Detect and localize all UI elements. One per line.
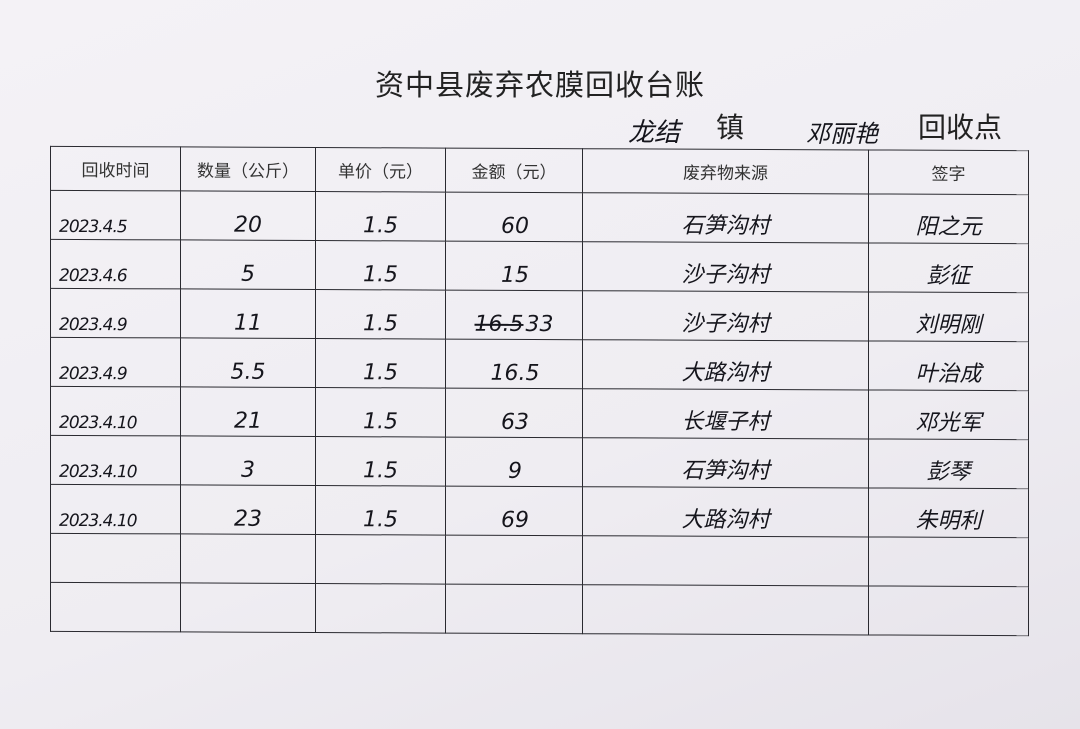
cell-signature: 阳之元 <box>868 193 1029 244</box>
cell-signature <box>868 585 1029 636</box>
cell-quantity: 23 <box>180 484 316 535</box>
cell-amount: 9 <box>445 437 583 487</box>
cell-amount: 69 <box>445 486 583 536</box>
cell-signature: 刘明刚 <box>868 291 1029 342</box>
table-row <box>50 582 1029 636</box>
cell-date <box>50 582 181 632</box>
table-row: 2023.4.10 3 1.5 9 石笋沟村 彭琴 <box>50 435 1029 489</box>
cell-signature <box>868 536 1029 587</box>
cell-quantity: 3 <box>180 435 316 486</box>
ledger-table: 回收时间 数量（公斤） 单价（元） 金额（元） 废弃物来源 签字 2023.4.… <box>50 146 1029 636</box>
cell-price: 1.5 <box>315 191 446 242</box>
amount-value: 16.5 <box>490 360 540 386</box>
cell-price: 1.5 <box>315 240 446 291</box>
cell-price: 1.5 <box>315 387 446 438</box>
cell-date: 2023.4.5 <box>50 190 181 240</box>
cell-quantity: 5 <box>180 239 316 290</box>
collector-name: 邓丽艳 <box>806 120 878 148</box>
cell-quantity: 21 <box>180 386 316 437</box>
cell-date: 2023.4.9 <box>50 337 181 387</box>
cell-signature: 邓光军 <box>868 389 1029 440</box>
cell-date <box>50 533 181 583</box>
cell-price: 1.5 <box>315 436 446 487</box>
header-quantity: 数量（公斤） <box>180 146 316 192</box>
cell-price: 1.5 <box>315 338 446 389</box>
cell-price: 1.5 <box>315 289 446 340</box>
cell-signature: 彭琴 <box>868 438 1029 489</box>
table-row: 2023.4.5 20 1.5 60 石笋沟村 阳之元 <box>50 190 1029 244</box>
table-row: 2023.4.9 11 1.5 16.533 沙子沟村 刘明刚 <box>50 288 1029 342</box>
header-date: 回收时间 <box>50 146 181 191</box>
struck-amount: 16.5 <box>474 311 524 337</box>
header-source: 废弃物来源 <box>582 148 869 194</box>
table-row: 2023.4.10 23 1.5 69 大路沟村 朱明利 <box>50 484 1029 538</box>
cell-source <box>582 535 869 586</box>
cell-price <box>315 583 446 634</box>
cell-source <box>582 584 869 635</box>
cell-quantity: 5.5 <box>180 337 316 388</box>
document-title: 资中县废弃农膜回收台账 <box>374 68 705 102</box>
cell-date: 2023.4.6 <box>50 239 181 289</box>
cell-source: 沙子沟村 <box>582 290 869 341</box>
cell-amount <box>445 584 583 634</box>
cell-date: 2023.4.10 <box>50 484 181 534</box>
cell-amount: 16.5 <box>445 339 583 389</box>
cell-price: 1.5 <box>315 485 446 536</box>
cell-amount: 15 <box>445 241 583 291</box>
header-price: 单价（元） <box>315 147 446 193</box>
cell-signature: 朱明利 <box>868 487 1029 538</box>
amount-value: 15 <box>501 262 529 288</box>
table-row: 2023.4.9 5.5 1.5 16.5 大路沟村 叶治成 <box>50 337 1029 391</box>
amount-value: 33 <box>525 311 554 338</box>
cell-quantity <box>180 533 316 584</box>
town-label: 镇 <box>716 111 745 144</box>
cell-amount <box>445 535 583 585</box>
amount-value: 60 <box>501 213 529 239</box>
cell-source: 石笋沟村 <box>582 192 869 243</box>
table-row <box>50 533 1029 587</box>
amount-value: 69 <box>501 507 529 533</box>
cell-date: 2023.4.9 <box>50 288 181 338</box>
table-row: 2023.4.10 21 1.5 63 长堰子村 邓光军 <box>50 386 1029 440</box>
cell-quantity: 20 <box>180 190 316 241</box>
cell-amount: 60 <box>445 192 583 242</box>
cell-source: 长堰子村 <box>582 388 869 439</box>
cell-price <box>315 534 446 585</box>
amount-value: 9 <box>508 458 522 484</box>
header-signature: 签字 <box>868 149 1029 195</box>
point-label: 回收点 <box>918 111 1003 144</box>
cell-signature: 叶治成 <box>868 340 1029 391</box>
cell-quantity <box>180 582 316 633</box>
cell-date: 2023.4.10 <box>50 386 181 436</box>
cell-signature: 彭征 <box>868 242 1029 293</box>
amount-value: 63 <box>501 409 529 435</box>
table-row: 2023.4.6 5 1.5 15 沙子沟村 彭征 <box>50 239 1029 293</box>
cell-source: 大路沟村 <box>582 486 869 537</box>
cell-source: 大路沟村 <box>582 339 869 390</box>
cell-source: 沙子沟村 <box>582 241 869 292</box>
cell-source: 石笋沟村 <box>582 437 869 488</box>
cell-date: 2023.4.10 <box>50 435 181 485</box>
cell-amount: 16.533 <box>445 290 583 340</box>
town-name: 龙结 <box>628 118 681 148</box>
cell-quantity: 11 <box>180 288 316 339</box>
header-row: 回收时间 数量（公斤） 单价（元） 金额（元） 废弃物来源 签字 <box>50 146 1029 195</box>
header-amount: 金额（元） <box>445 148 583 193</box>
cell-amount: 63 <box>445 388 583 438</box>
